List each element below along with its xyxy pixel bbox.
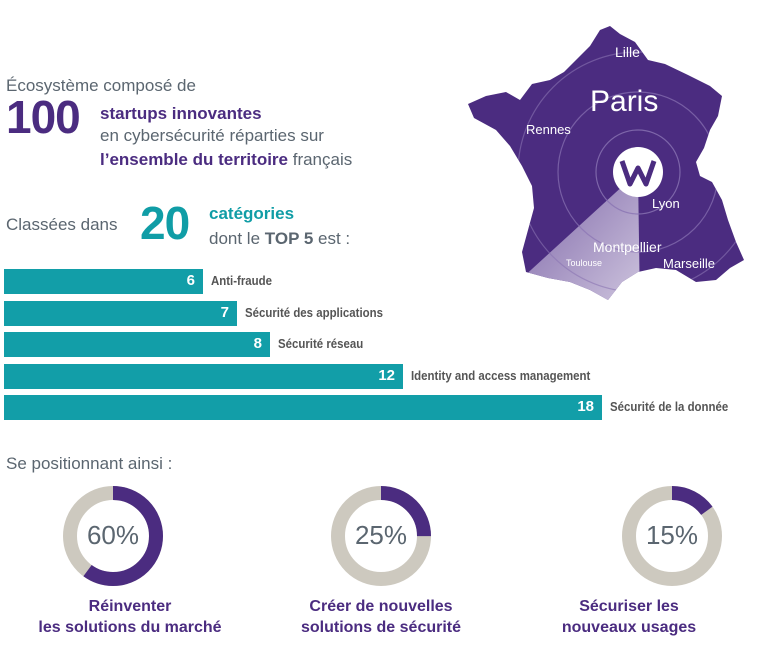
bar-value: 18 (577, 398, 594, 415)
bar-label: Sécurité réseau (278, 336, 364, 351)
city-marseille: Marseille (663, 256, 716, 271)
categories-label: catégories (209, 204, 295, 223)
donut-caption: Sécuriser les nouveaux usages (499, 596, 759, 638)
donut-slice (63, 486, 163, 586)
donut-0 (63, 486, 163, 586)
positioning-label: Se positionnant ainsi : (6, 454, 173, 473)
donut-caption-line: Sécuriser les (579, 598, 679, 615)
bar-0: 6 (4, 269, 203, 294)
donut-percent: 60% (86, 520, 140, 550)
bar-1: 7 (4, 301, 237, 326)
city-montpellier: Montpellier (593, 239, 662, 255)
intro-line-3: en cybersécurité réparties sur (100, 126, 324, 145)
donut-slice (622, 486, 722, 586)
donut-caption-line: solutions de sécurité (300, 619, 462, 636)
top5-prefix: dont le (209, 229, 265, 248)
bar-value: 6 (186, 272, 195, 289)
donut-2 (622, 486, 722, 586)
city-rennes: Rennes (526, 122, 571, 137)
donut-1 (331, 486, 431, 586)
donut-slice (331, 486, 431, 586)
donut-caption-line: Créer de nouvelles (309, 598, 453, 615)
donut-caption: Créer de nouvelles solutions de sécurité (251, 596, 511, 638)
bar-label: Identity and access management (411, 368, 591, 383)
intro-line-1: Écosystème composé de (6, 76, 196, 95)
categories-prefix: Classées dans (6, 215, 118, 234)
top5-line: dont le TOP 5 est : (209, 229, 350, 249)
startups-count: 100 (6, 91, 81, 143)
radar-sweep (520, 172, 640, 300)
top5-suffix: est : (313, 229, 351, 248)
city-paris: Paris (590, 85, 659, 118)
bar-value: 12 (378, 367, 395, 384)
donut-caption: Réinventer les solutions du marché (0, 596, 260, 638)
france-map (468, 26, 744, 300)
categories-count: 20 (140, 197, 190, 249)
intro-line-4: l’ensemble du territoire français (100, 150, 352, 170)
donut-caption-line: les solutions du marché (38, 619, 222, 636)
bar-3: 12 (4, 364, 403, 389)
bar-value: 7 (220, 304, 229, 321)
top5-bold: TOP 5 (264, 229, 314, 248)
bar-label: Sécurité des applications (245, 305, 383, 320)
donut-caption-line: nouveaux usages (561, 619, 697, 636)
donut-caption-line: Réinventer (88, 598, 172, 615)
bar-label: Sécurité de la donnée (610, 399, 729, 414)
intro-line-4-bold: l’ensemble du territoire (100, 150, 288, 169)
bar-value: 8 (253, 335, 262, 352)
intro-line-4-rest: français (288, 150, 353, 169)
city-toulouse: Toulouse (566, 258, 603, 268)
france-shape (468, 26, 744, 300)
donut-percent: 15% (645, 520, 699, 550)
bar-4: 18 (4, 395, 602, 420)
intro-line-2: startups innovantes (100, 104, 262, 123)
city-lyon: Lyon (652, 196, 680, 211)
city-lille: Lille (615, 44, 640, 60)
bar-2: 8 (4, 332, 270, 357)
donut-percent: 25% (354, 520, 408, 550)
bar-label: Anti-fraude (211, 273, 273, 288)
w-logo-icon (613, 147, 663, 197)
